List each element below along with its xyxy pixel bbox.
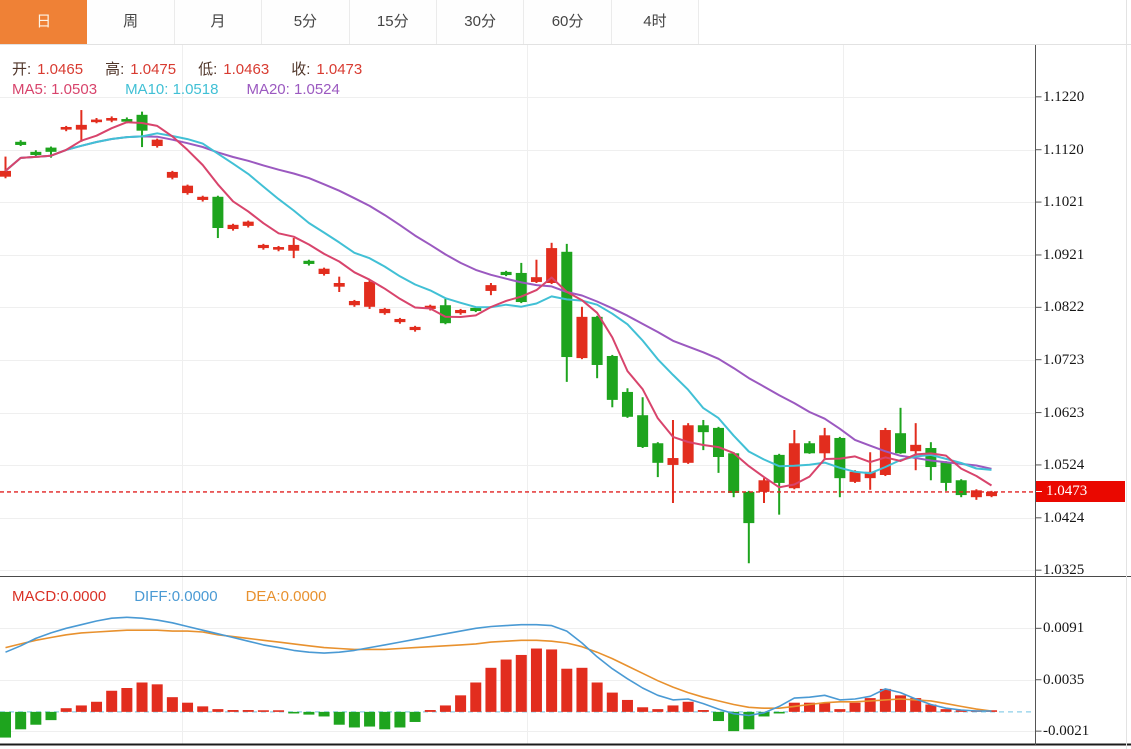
high-label: 高: [105,61,125,78]
high-value: 1.0475 [130,61,177,78]
price-tick-label: 1.0524 [1043,456,1085,473]
ma-legend: MA5: 1.0503 MA10: 1.0518 MA20: 1.0524 [12,81,368,98]
ma5-legend: MA5: 1.0503 [12,81,98,98]
price-tick-label: 1.1220 [1043,88,1085,105]
close-value: 1.0473 [316,61,363,78]
tab-30分[interactable]: 30分 [436,0,525,44]
low-value: 1.0463 [223,61,270,78]
open-label: 开: [12,61,32,78]
current-price-tag: 1.0473 [1036,481,1125,503]
timeframe-tab-bar: 日周月 5分 15分 30分 60分 4时 [0,0,1131,45]
diff-value: DIFF:0.0000 [134,588,218,605]
price-tick-label: 1.1021 [1043,194,1085,211]
right-edge-divider [1126,0,1127,749]
open-value: 1.0465 [37,61,84,78]
ohlc-legend: 开: 1.0465 高: 1.0475 低: 1.0463 收: 1.0473 [12,58,368,79]
price-tick-label: 1.0822 [1043,299,1085,316]
macd-tick-label: 0.0091 [1043,620,1085,637]
tab-日[interactable]: 日 [0,0,88,44]
ma10-legend: MA10: 1.0518 [125,81,219,98]
tab-60分[interactable]: 60分 [524,0,612,44]
macd-tick-label: -0.0021 [1043,723,1090,740]
ma20-legend: MA20: 1.0524 [246,81,340,98]
price-tick-label: 1.0623 [1043,404,1085,421]
tab-15分[interactable]: 15分 [349,0,437,44]
close-label: 收: [291,61,311,78]
price-tick-label: 1.0424 [1043,509,1085,526]
low-label: 低: [198,61,218,78]
macd-value: MACD:0.0000 [12,588,107,605]
macd-legend: MACD:0.0000 DIFF:0.0000 DEA:0.0000 [12,588,354,605]
macd-tick-label: 0.0035 [1043,671,1085,688]
price-tick-label: 1.0325 [1043,562,1085,579]
tab-周[interactable]: 周 [87,0,175,44]
tab-4时[interactable]: 4时 [611,0,700,44]
tab-月[interactable]: 月 [174,0,263,44]
tab-5分[interactable]: 5分 [262,0,350,44]
dea-value: DEA:0.0000 [245,588,327,605]
price-tick-label: 1.0723 [1043,351,1085,368]
price-tick-label: 1.0921 [1043,246,1085,263]
price-tick-label: 1.1120 [1043,141,1084,158]
